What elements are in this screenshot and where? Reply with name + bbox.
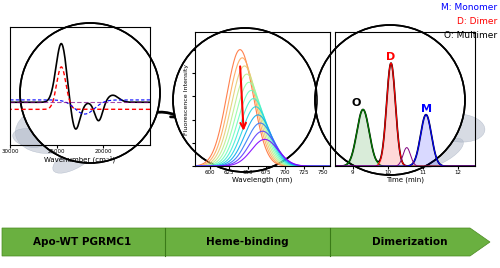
Ellipse shape [38,92,82,113]
Ellipse shape [16,102,94,154]
Text: O: O [352,98,360,108]
Ellipse shape [386,89,424,107]
Polygon shape [2,228,490,256]
Circle shape [21,24,159,162]
Text: D: D [386,52,396,62]
Ellipse shape [53,143,97,173]
Ellipse shape [248,100,282,116]
Ellipse shape [20,94,59,122]
Circle shape [315,25,465,175]
Text: Heme-binding: Heme-binding [206,237,288,247]
Circle shape [20,23,160,163]
Ellipse shape [220,84,260,102]
Ellipse shape [198,86,242,110]
Ellipse shape [12,129,48,147]
Text: M: M [420,103,432,114]
Text: O: Multimer: O: Multimer [444,31,497,40]
Ellipse shape [65,112,95,124]
X-axis label: Time (min): Time (min) [386,177,424,183]
Ellipse shape [370,91,410,115]
Ellipse shape [373,98,457,148]
Text: Apo-WT PGRMC1: Apo-WT PGRMC1 [33,237,131,247]
Ellipse shape [205,85,295,141]
Circle shape [173,28,317,172]
X-axis label: Wavelength (nm): Wavelength (nm) [232,177,292,183]
Ellipse shape [419,106,451,120]
Circle shape [316,26,464,174]
Circle shape [174,29,316,171]
FancyArrowPatch shape [138,110,180,119]
Text: Dimerization: Dimerization [372,237,448,247]
Y-axis label: Fluorescence Intensity: Fluorescence Intensity [184,64,190,135]
FancyArrowPatch shape [258,121,305,131]
Ellipse shape [416,138,464,168]
Ellipse shape [435,114,485,142]
X-axis label: Wavenumber (cm⁻¹): Wavenumber (cm⁻¹) [44,155,116,163]
Text: D: Dimer: D: Dimer [457,17,497,26]
Text: M: Monomer: M: Monomer [441,3,497,12]
Ellipse shape [428,94,462,112]
Ellipse shape [250,128,300,158]
